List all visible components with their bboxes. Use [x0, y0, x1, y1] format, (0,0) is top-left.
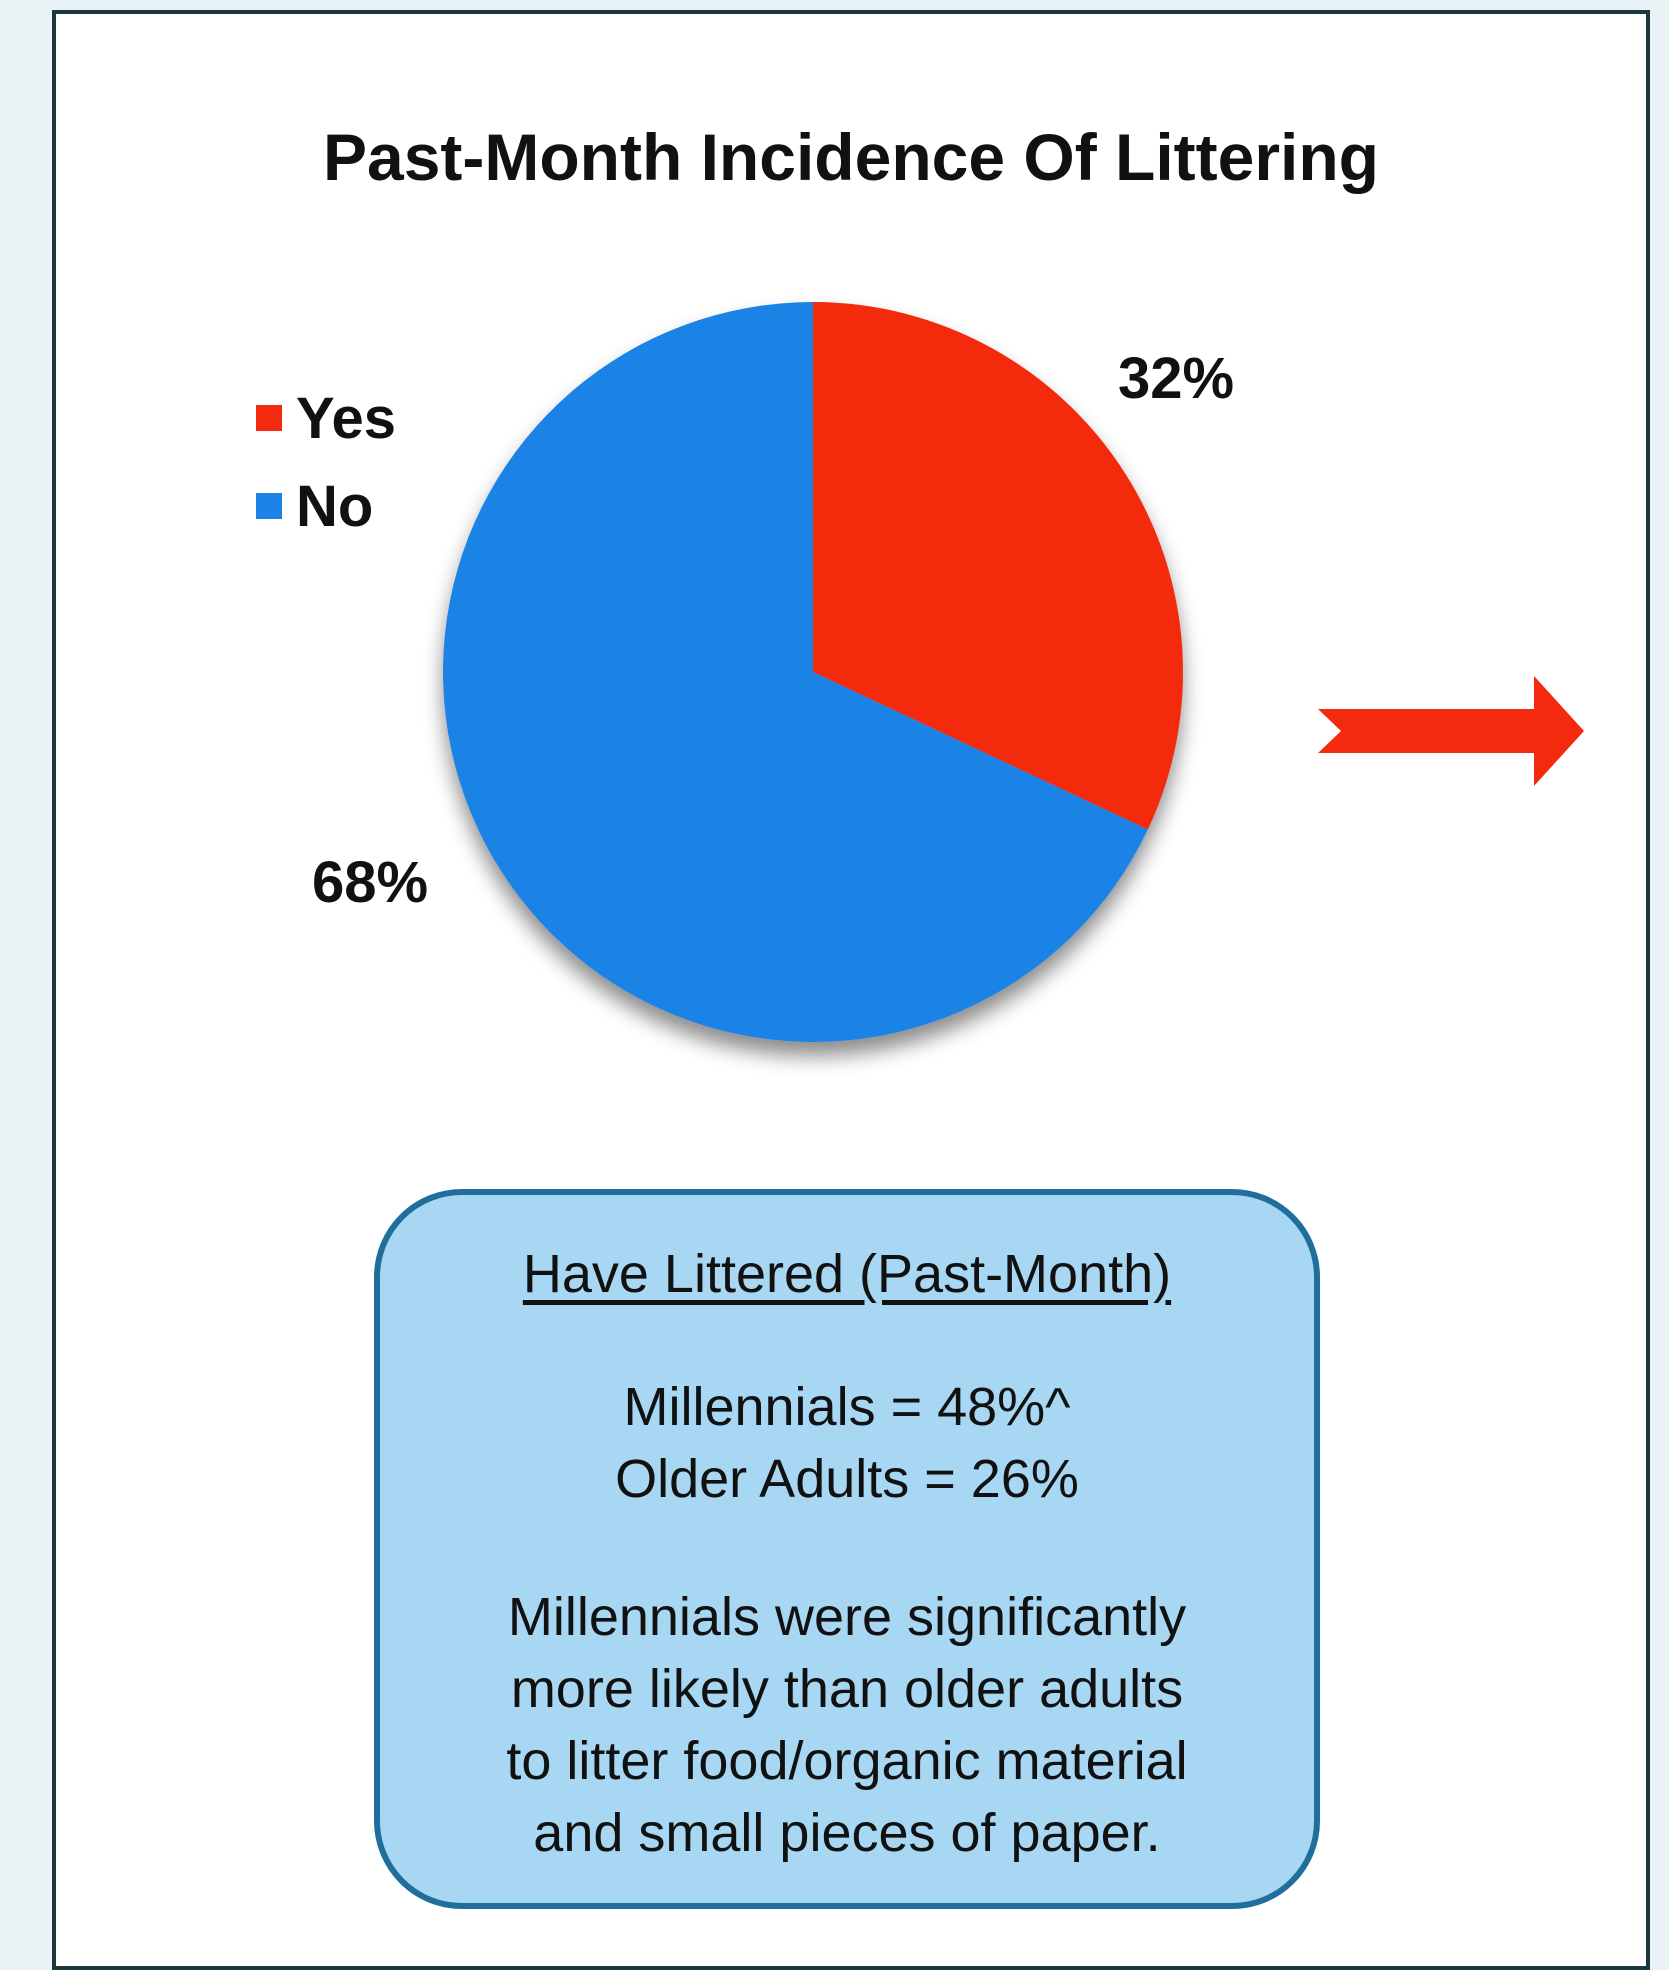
- slice-label-no: 68%: [312, 850, 428, 915]
- legend-item-yes: Yes: [256, 374, 396, 462]
- chart-panel: Past-Month Incidence Of Littering 32% 68…: [52, 10, 1650, 1970]
- info-note: Millennials were significantly more like…: [380, 1581, 1314, 1869]
- legend-swatch-no: [256, 493, 282, 519]
- pie-slices: [442, 301, 1183, 1042]
- slice-label-yes: 32%: [1118, 346, 1234, 411]
- legend-item-no: No: [256, 462, 396, 550]
- right-arrow-icon: [1318, 676, 1584, 786]
- chart-title: Past-Month Incidence Of Littering: [322, 120, 1380, 194]
- note-line: and small pieces of paper.: [533, 1803, 1161, 1863]
- legend-label-no: No: [296, 473, 374, 539]
- info-stats: Millennials = 48%^ Older Adults = 26%: [380, 1371, 1314, 1515]
- info-box: Have Littered (Past-Month) Millennials =…: [374, 1189, 1320, 1909]
- note-line: to litter food/organic material: [506, 1731, 1188, 1791]
- note-line: more likely than older adults: [510, 1659, 1184, 1719]
- stat-millennials: Millennials = 48%^: [623, 1377, 1071, 1437]
- info-heading: Have Littered (Past-Month): [522, 1244, 1172, 1304]
- stat-older-adults: Older Adults = 26%: [615, 1449, 1079, 1509]
- note-line: Millennials were significantly: [507, 1587, 1187, 1647]
- legend-swatch-yes: [256, 405, 282, 431]
- pie-chart: 32% 68%: [312, 301, 1584, 1042]
- legend-label-yes: Yes: [296, 385, 396, 451]
- pie-slice-no: [442, 301, 1148, 1042]
- pie-slice-yes: [813, 302, 1183, 830]
- legend: Yes No: [256, 374, 396, 550]
